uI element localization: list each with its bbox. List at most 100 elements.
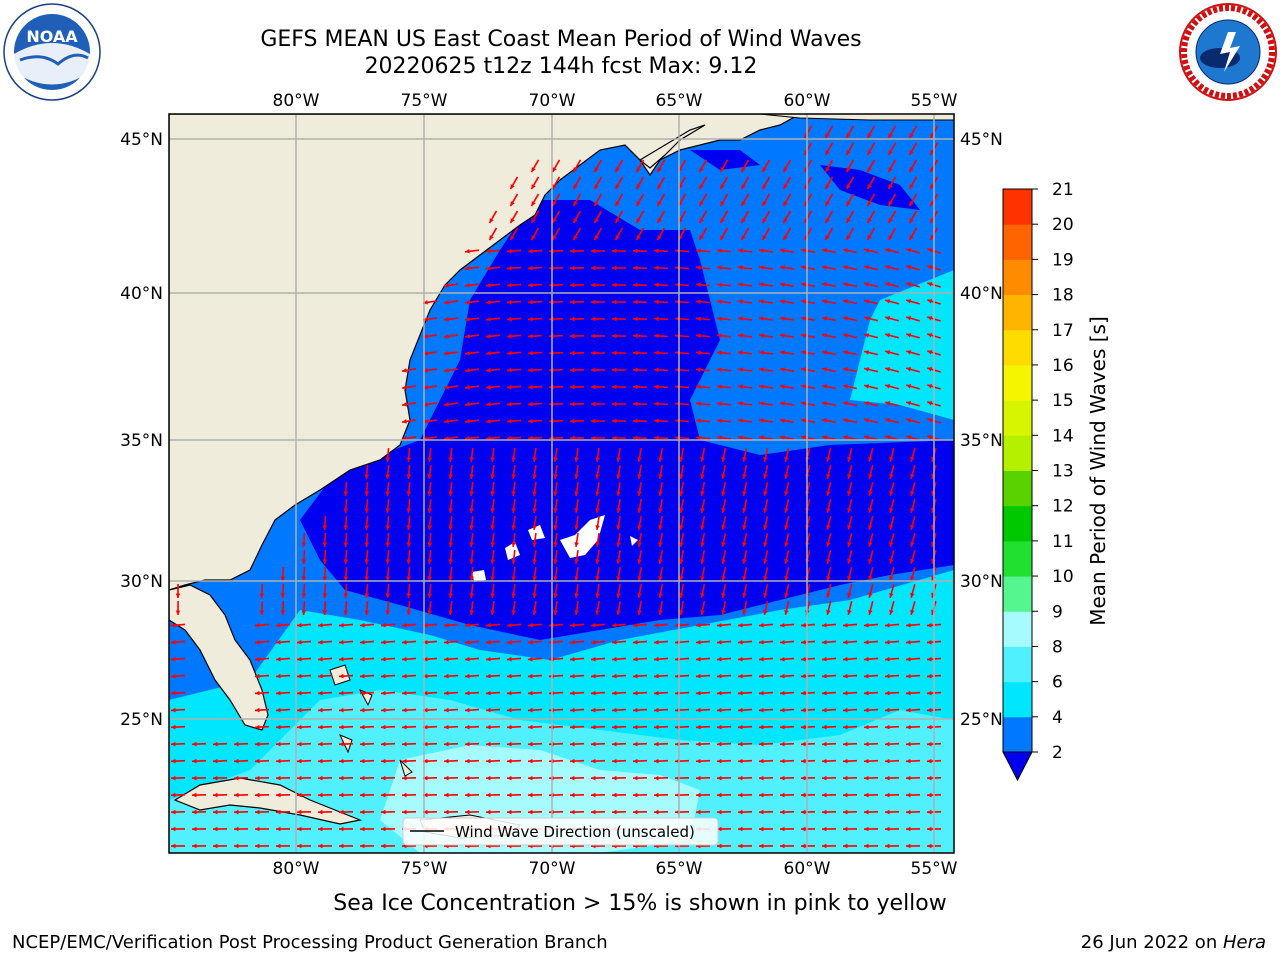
wind-arrow-head [616,525,621,530]
wind-arrow-head [615,235,620,241]
wind-arrow-head [360,656,365,662]
wind-arrow-head [301,610,307,615]
wind-arrow-head [381,622,386,628]
wind-arrow-head [532,542,537,547]
wind-arrow-head [930,218,935,224]
wind-arrow-head [192,741,197,747]
colorbar-under-triangle [1002,751,1033,782]
wind-arrow-head [553,525,558,530]
wind-arrow-head [742,610,747,615]
wind-arrow-head [864,248,870,253]
wind-arrow-head [591,265,596,271]
wind-arrow-head [801,248,806,253]
wind-arrow-head [486,639,491,645]
wind-arrow-head [822,826,827,832]
wind-arrow-head [486,741,491,747]
lon-label: 80°W [273,91,320,111]
wind-arrow-head [423,792,428,798]
wind-arrow-head [633,656,638,662]
wind-arrow-head [616,508,621,513]
wind-arrow-head [826,490,831,496]
wind-arrow-head [909,150,914,156]
colorbar-tick-label: 16 [1052,356,1074,376]
wind-arrow-head [255,792,260,798]
wind-arrow-head [531,218,536,224]
wind-arrow-head [780,826,785,832]
wind-arrow-head [423,300,428,305]
wind-arrow-head [654,724,659,730]
wind-arrow-head [885,690,890,696]
wind-arrow-head [402,775,407,781]
wind-arrow-head [720,184,725,190]
wind-arrow-head [738,690,743,696]
wind-arrow-head [528,622,533,628]
wind-arrow-head [507,639,512,645]
wind-arrow-head [171,826,176,832]
wind-arrow-head [780,809,785,815]
wind-arrow-head [339,622,344,628]
wind-arrow-head [552,218,557,224]
wind-arrow-head [381,775,386,781]
wind-arrow-head [742,542,747,547]
wind-arrow-head [658,491,663,496]
wind-arrow-head [783,218,788,224]
wind-arrow-head [570,792,575,798]
wind-arrow-head [490,610,495,615]
wind-arrow-head [742,508,747,513]
wind-arrow-head [612,690,617,696]
wind-arrow-head [360,724,365,730]
wind-arrow-head [489,218,494,224]
wind-arrow-head [843,435,849,440]
wind-arrow-head [532,508,537,513]
wind-arrow-head [364,593,370,598]
wind-arrow-head [738,299,743,304]
wind-arrow-head [402,622,407,628]
wind-arrow-head [486,333,491,339]
wind-arrow-head [423,402,428,407]
wind-arrow-head [654,690,659,696]
wind-arrow-head [927,248,933,253]
wind-arrow-head [717,265,722,270]
wind-arrow-head [885,265,891,270]
wind-arrow-head [612,656,617,662]
wind-arrow-head [843,350,849,355]
wind-arrow-head [801,435,806,440]
wind-arrow-head [654,265,659,271]
wind-arrow-head [511,508,516,513]
wind-arrow-head [822,775,827,781]
wind-arrow-head [906,282,912,287]
wind-arrow-head [762,184,767,190]
colorbar-segment [1003,611,1032,647]
wind-arrow-head [444,317,449,322]
wind-arrow-head [469,474,474,479]
wind-arrow-head [615,167,620,173]
wind-arrow-head [591,792,596,798]
wind-arrow-head [448,542,453,547]
wind-arrow-head [696,299,701,305]
wind-arrow-head [553,457,558,462]
wind-arrow-head [469,491,474,496]
wind-arrow-head [532,576,537,581]
wind-arrow-head [213,826,218,832]
wind-arrow-head [297,707,302,713]
wind-arrow-head [801,316,806,321]
wind-arrow-head [868,524,873,530]
wind-arrow-head [822,435,827,440]
wind-arrow-head [385,593,391,598]
wind-arrow-head [507,809,512,815]
wind-arrow-head [742,559,747,564]
wind-arrow-head [780,843,785,849]
wind-arrow-head [612,775,617,781]
wind-arrow-head [927,282,933,287]
wind-arrow-head [633,367,638,373]
wind-arrow-head [780,775,785,781]
wind-arrow-head [679,593,684,598]
wind-arrow-head [553,508,558,513]
wind-arrow-head [738,775,743,781]
wind-arrow-head [591,248,596,254]
wind-arrow-head [297,843,302,849]
wind-arrow-head [889,456,894,462]
wind-arrow-head [679,457,684,462]
wind-arrow-head [801,299,806,304]
wind-arrow-head [234,741,239,747]
